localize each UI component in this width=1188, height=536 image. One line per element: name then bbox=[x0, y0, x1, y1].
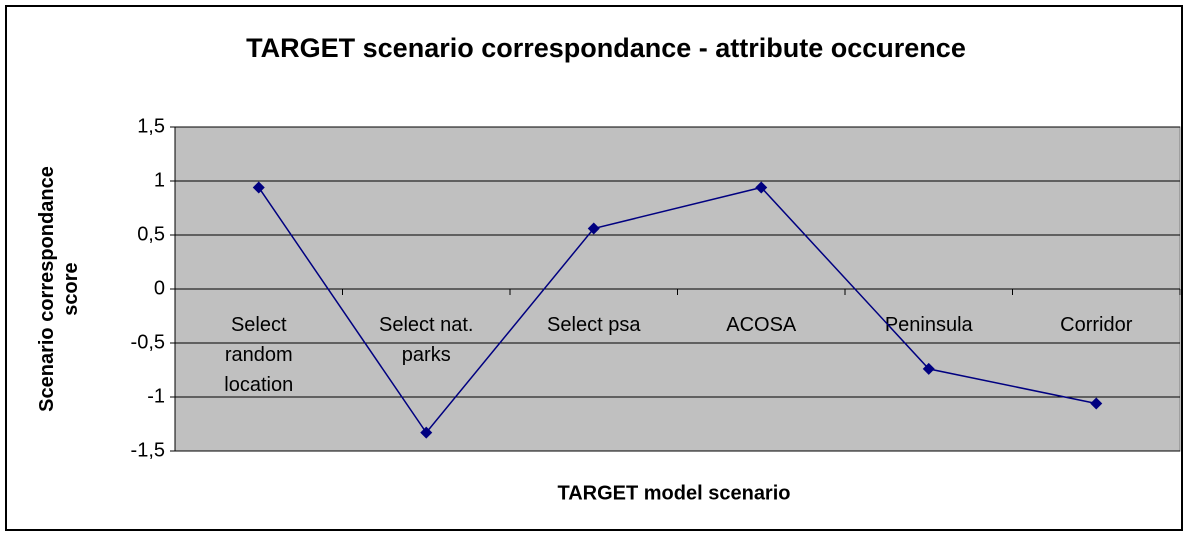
x-tick-label: Corridor bbox=[1060, 314, 1133, 336]
y-tick-label: 0 bbox=[154, 277, 165, 299]
marker bbox=[922, 362, 935, 375]
x-tick-label: ACOSA bbox=[726, 314, 797, 336]
y-tick-label: -1 bbox=[147, 385, 165, 407]
marker bbox=[755, 181, 768, 194]
marker bbox=[1090, 397, 1103, 410]
marker bbox=[420, 426, 433, 439]
y-tick-label: -1,5 bbox=[131, 439, 165, 461]
marker bbox=[252, 181, 265, 194]
chart-title: TARGET scenario correspondance - attribu… bbox=[246, 33, 966, 63]
x-tick-label: Select psa bbox=[547, 314, 641, 336]
y-tick-label: -0,5 bbox=[131, 331, 165, 353]
y-tick-label: 1,5 bbox=[137, 115, 165, 137]
line bbox=[258, 186, 1097, 434]
y-axis-label: Scenario correspondance score bbox=[36, 166, 82, 412]
marker bbox=[587, 222, 600, 235]
y-tick-label: 1 bbox=[154, 169, 165, 191]
x-tick-label: Peninsula bbox=[885, 314, 974, 336]
y-tick-label: 0,5 bbox=[137, 223, 165, 245]
x-axis-label: TARGET model scenario bbox=[557, 482, 790, 504]
x-tick-label: Select random location bbox=[224, 314, 293, 396]
x-tick-label: Select nat. parks bbox=[379, 314, 474, 366]
